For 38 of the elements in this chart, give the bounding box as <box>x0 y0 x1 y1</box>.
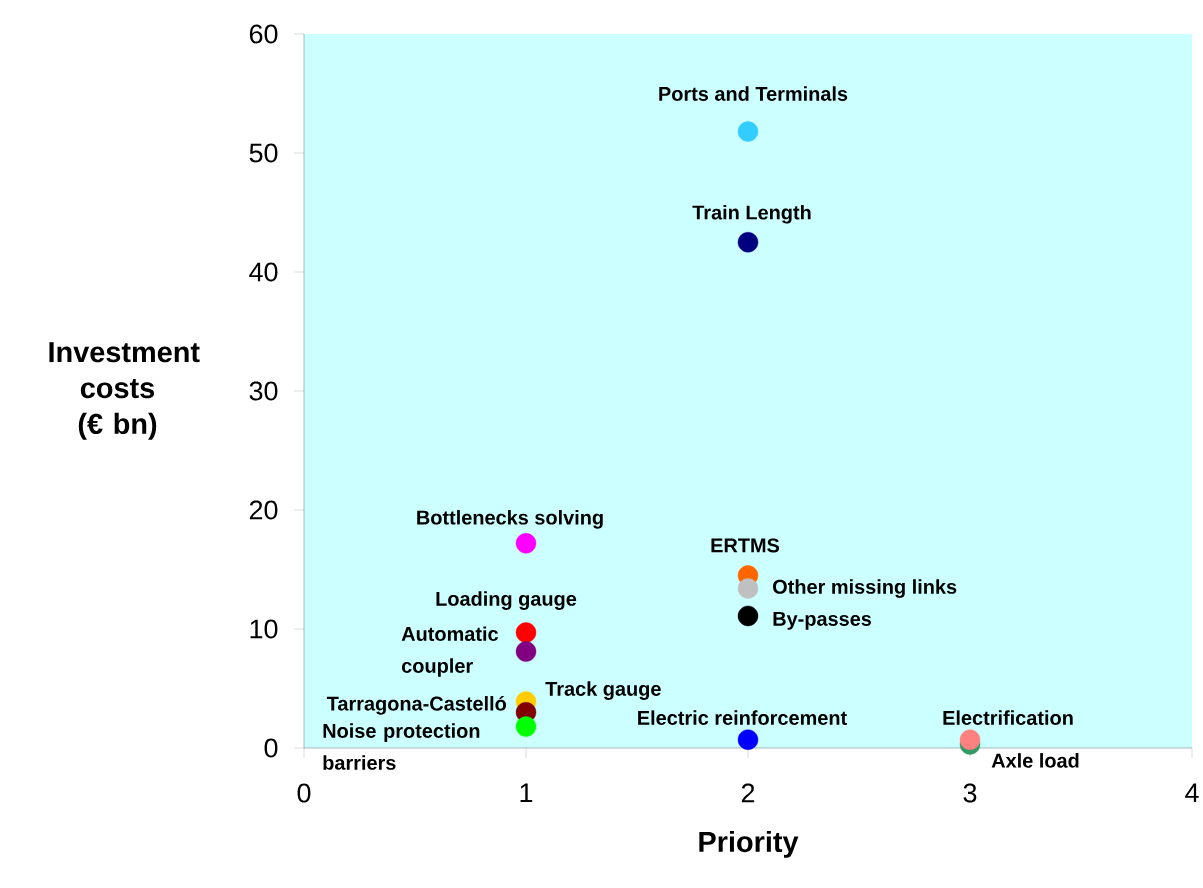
x-tick-label: 0 <box>297 783 311 803</box>
point <box>737 121 759 142</box>
y-tick-label: 10 <box>250 619 278 639</box>
point <box>737 232 759 253</box>
y-tick-label: 30 <box>249 381 278 401</box>
x-tick-label: 4 <box>1185 783 1199 803</box>
series-label: Loading gauge <box>436 591 577 610</box>
x-tick-label: 3 <box>963 783 977 803</box>
point <box>515 622 537 643</box>
series-label: Tarragona-Castelló <box>326 695 507 715</box>
point <box>515 641 537 662</box>
series-label: Electrification <box>943 710 1073 725</box>
series-label: Bottlenecks solving <box>417 509 603 529</box>
series-label: By-passes <box>773 611 872 630</box>
series-label: Ports and Terminals <box>659 86 848 101</box>
x-tick-label: 2 <box>741 783 755 803</box>
series-label: Train Length <box>692 204 811 224</box>
y-tick-label: 20 <box>249 500 278 520</box>
point <box>737 729 759 750</box>
series-label: Electric reinforcement <box>638 710 847 725</box>
y-tick-label: 40 <box>249 262 278 282</box>
series-label: Axle load <box>991 753 1079 768</box>
series-label: Other missing links <box>773 579 957 598</box>
series-label: Automatic coupler <box>401 626 499 677</box>
y-tick-label: 60 <box>249 24 278 44</box>
series-label: ERTMS <box>711 538 780 553</box>
series-label: Track gauge <box>545 681 661 700</box>
x-tick-label: 1 <box>520 783 533 803</box>
series-label: Noise protection barriers <box>323 723 480 770</box>
x-axis-title: Priority <box>699 830 799 858</box>
point <box>737 578 759 599</box>
point <box>959 729 981 750</box>
y-tick-label: 50 <box>249 143 278 163</box>
point <box>515 533 537 554</box>
y-tick-label: 0 <box>264 738 278 758</box>
y-axis-title: Investment costs (€ bn) <box>49 342 200 440</box>
point <box>515 716 537 737</box>
point <box>737 605 759 627</box>
